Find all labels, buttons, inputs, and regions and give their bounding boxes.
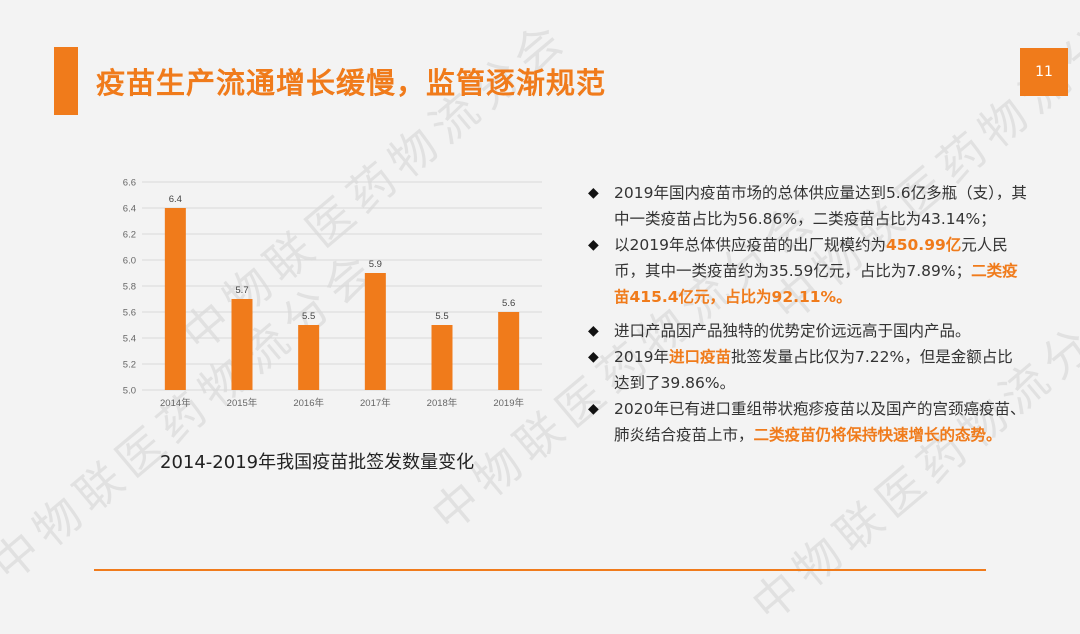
highlight-text: 进口疫苗	[668, 348, 731, 366]
bullet-item: ◆ 2019年国内疫苗市场的总体供应量达到5.6亿多瓶（支），其中一类疫苗占比为5…	[588, 180, 1028, 232]
bullet-item: ◆ 以2019年总体供应疫苗的出厂规模约为450.99亿元人民币，其中一类疫苗约为…	[588, 232, 1028, 310]
x-tick-label: 2016年	[293, 397, 324, 409]
bullet-text: 2019年	[614, 348, 669, 366]
bullet-item: ◆ 2019年进口疫苗批签发量占比仅为7.22%，但是金额占比达到了39.86%。	[588, 344, 1028, 396]
data-label: 6.4	[169, 194, 182, 205]
y-tick-label: 5.8	[123, 282, 136, 293]
bullet-item: ◆ 2020年已有进口重组带状疱疹疫苗以及国产的宫颈癌疫苗、肺炎结合疫苗上市，二类…	[588, 396, 1028, 448]
title-accent-bar	[54, 47, 78, 115]
x-tick-label: 2014年	[160, 397, 191, 409]
bullet-text: 批签发量占比仅为7.22%，但是金额占比达到了39.86%。	[614, 348, 1013, 392]
diamond-bullet-icon: ◆	[588, 237, 599, 253]
data-label: 5.5	[435, 311, 448, 322]
y-tick-label: 6.6	[123, 178, 136, 189]
bar	[298, 325, 320, 390]
diamond-bullet-icon: ◆	[588, 349, 599, 365]
x-tick-label: 2017年	[360, 397, 391, 409]
y-tick-label: 5.6	[123, 308, 136, 319]
highlight-text: 450.99亿	[885, 236, 962, 254]
y-tick-label: 5.4	[123, 334, 136, 345]
page-number-badge: 11	[1020, 48, 1068, 96]
highlight-text: 二类疫苗415.4亿元，占比为92.11%。	[614, 262, 1018, 306]
bullet-text: 2019年国内疫苗市场的总体供应量达到5.6亿多瓶（支），其中一类疫苗占比为56…	[614, 184, 1027, 228]
bullet-list: ◆ 2019年国内疫苗市场的总体供应量达到5.6亿多瓶（支），其中一类疫苗占比为5…	[588, 180, 1028, 448]
bar-chart-svg: 5.0 5.2 5.4 5.6 5.8 6.0 6.2 6.4 6.6 6.4 2014年 5.7 20…	[123, 178, 542, 409]
y-tick-label: 5.2	[123, 360, 136, 371]
bullet-text: 元人民币，其中一类疫苗约为35.59亿元，占比为7.89%；	[614, 236, 1008, 280]
bullet-text: 以2019年总体供应疫苗的出厂规模约为	[614, 236, 886, 254]
data-label: 5.7	[235, 285, 248, 296]
data-label: 5.6	[502, 298, 515, 309]
diamond-bullet-icon: ◆	[588, 185, 599, 201]
data-label: 5.9	[369, 259, 382, 270]
footer-divider	[94, 569, 986, 571]
y-tick-label: 6.2	[123, 230, 136, 241]
x-tick-label: 2015年	[227, 397, 258, 409]
diamond-bullet-icon: ◆	[588, 323, 599, 339]
diamond-bullet-icon: ◆	[588, 401, 599, 417]
bar	[498, 312, 520, 390]
bullet-text: 2020年已有进口重组带状疱疹疫苗以及国产的宫颈癌疫苗、肺炎结合疫苗上市，	[614, 400, 1026, 444]
data-label: 5.5	[302, 311, 315, 322]
highlight-text: 二类疫苗仍将保持快速增长的态势。	[753, 426, 1002, 444]
bar	[364, 273, 386, 390]
x-tick-label: 2018年	[427, 397, 458, 409]
chart-title: 2014-2019年我国疫苗批签发数量变化	[160, 452, 475, 473]
y-tick-label: 5.0	[123, 386, 136, 397]
page-title: 疫苗生产流通增长缓慢，监管逐渐规范	[96, 66, 607, 100]
y-tick-label: 6.4	[123, 204, 136, 215]
bar	[431, 325, 453, 390]
bar	[164, 208, 186, 390]
y-tick-label: 6.0	[123, 256, 136, 267]
bullet-text: 进口产品因产品独特的优势定价远远高于国内产品。	[614, 322, 971, 340]
bar	[231, 299, 253, 390]
x-tick-label: 2019年	[493, 397, 524, 409]
bar-chart: 5.0 5.2 5.4 5.6 5.8 6.0 6.2 6.4 6.6 6.4 2014年 5.7 20…	[110, 170, 550, 420]
bullet-item: ◆ 进口产品因产品独特的优势定价远远高于国内产品。	[588, 318, 1028, 344]
